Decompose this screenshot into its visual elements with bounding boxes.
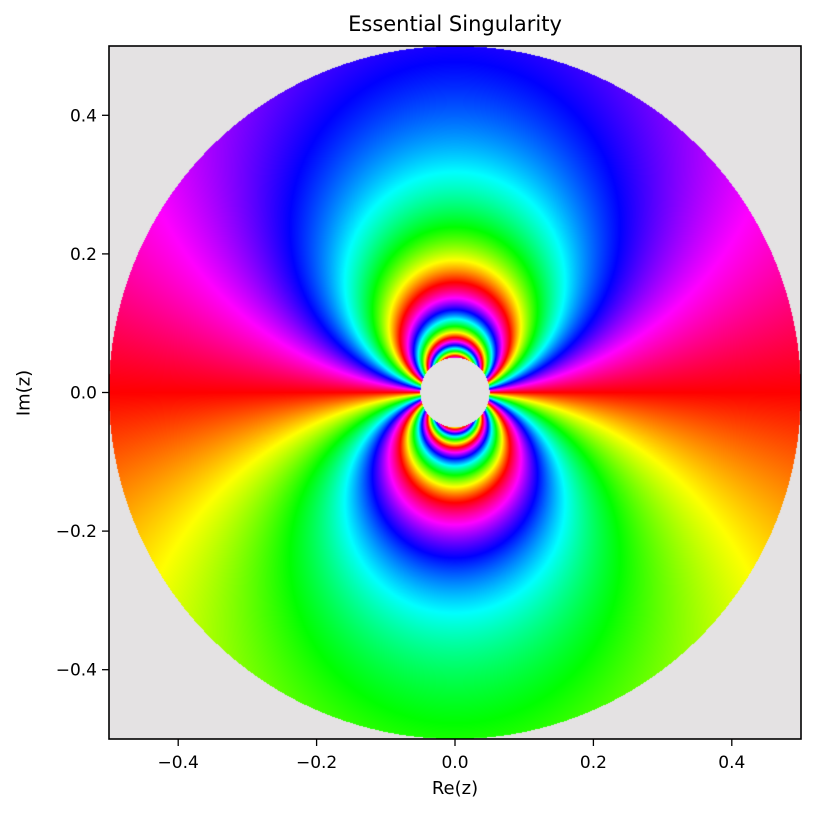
x-axis-ticks: −0.4 −0.2 0.0 0.2 0.4 <box>158 739 745 773</box>
x-tick-label: 0.0 <box>441 753 468 773</box>
y-tick-label: −0.4 <box>56 661 97 681</box>
x-tick-label: −0.4 <box>158 753 199 773</box>
phase-plot-image <box>109 46 801 739</box>
chart-title: Essential Singularity <box>348 12 562 36</box>
x-axis-label: Re(z) <box>431 778 479 799</box>
y-tick-label: 0.4 <box>70 106 97 126</box>
x-tick-label: 0.2 <box>580 753 607 773</box>
y-tick-label: −0.2 <box>56 522 97 542</box>
y-axis-ticks: 0.4 0.2 0.0 −0.2 −0.4 <box>56 106 109 681</box>
y-tick-label: 0.2 <box>70 245 97 265</box>
axes-frame <box>108 45 802 740</box>
x-tick-label: −0.2 <box>296 753 337 773</box>
y-tick-label: 0.0 <box>70 384 97 404</box>
x-tick-label: 0.4 <box>718 753 745 773</box>
y-axis-label: Im(z) <box>13 369 35 417</box>
